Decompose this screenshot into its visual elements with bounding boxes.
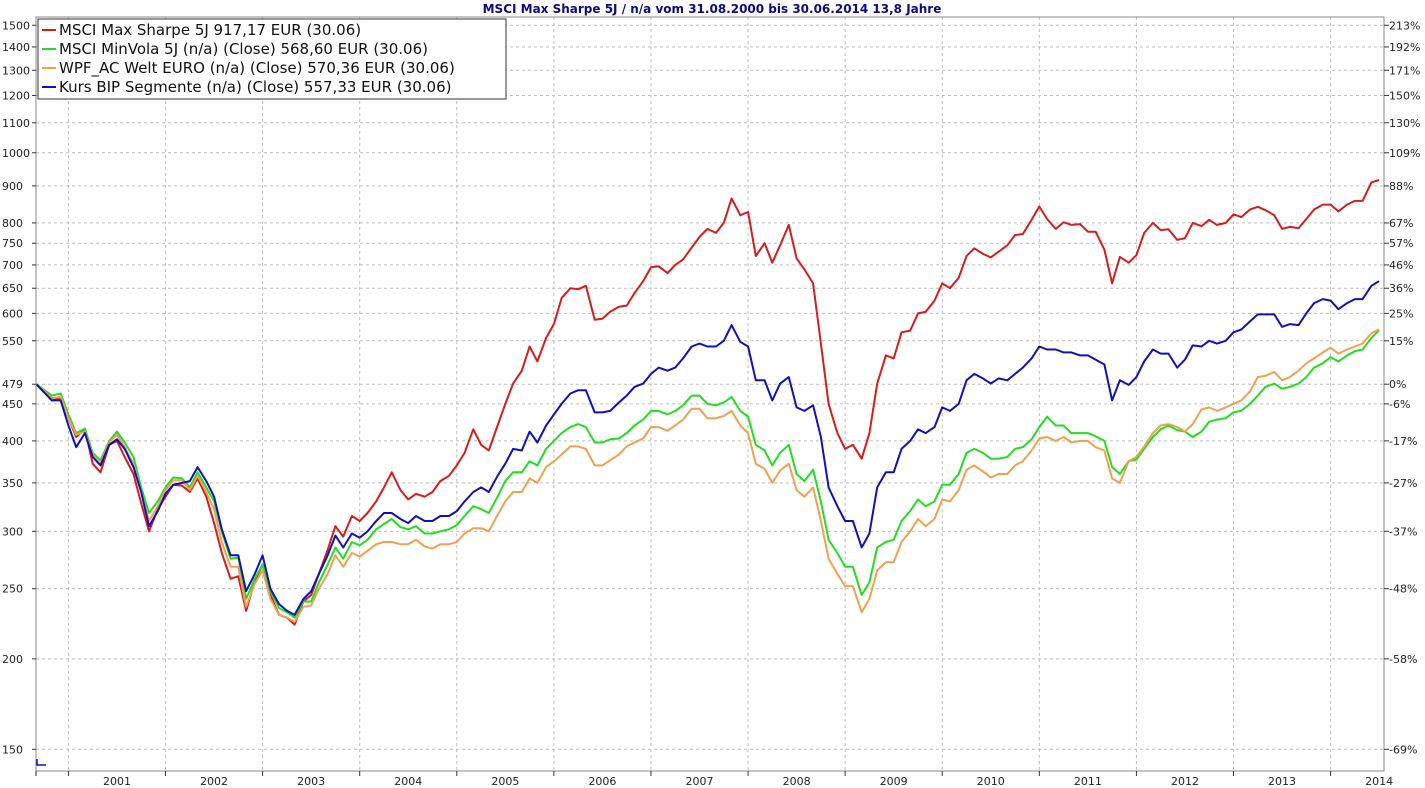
legend-entry: WPF_AC Welt EURO (n/a) (Close) 570,36 EU…: [59, 59, 455, 78]
y-right-tick-label: -58%: [1389, 653, 1417, 666]
x-tick-label: 2001: [103, 775, 131, 788]
legend-entry: Kurs BIP Segmente (n/a) (Close) 557,33 E…: [59, 78, 451, 96]
y-right-tick-label: -17%: [1389, 435, 1417, 448]
y-tick-label: 1100: [2, 117, 30, 130]
y-tick-label: 550: [2, 335, 23, 348]
y-tick-label: 600: [2, 307, 23, 320]
x-tick-label: 2005: [491, 775, 519, 788]
y-tick-label: 300: [2, 525, 23, 538]
y-tick-label: 900: [2, 180, 23, 193]
y-right-tick-label: -27%: [1389, 477, 1417, 490]
x-tick-label: 2004: [394, 775, 422, 788]
x-tick-label: 2013: [1268, 775, 1296, 788]
x-tick-label: 2009: [880, 775, 908, 788]
x-tick-label: 2010: [977, 775, 1005, 788]
y-right-tick-label: 15%: [1389, 335, 1413, 348]
y-right-tick-label: -69%: [1389, 743, 1417, 756]
y-right-tick-label: -48%: [1389, 583, 1417, 596]
y-tick-label: 350: [2, 477, 23, 490]
x-tick-label: 2011: [1074, 775, 1102, 788]
series-line-4: [35, 280, 1380, 616]
y-right-tick-label: 213%: [1389, 19, 1420, 32]
y-right-tick-label: 150%: [1389, 89, 1420, 102]
y-tick-label: 700: [2, 259, 23, 272]
y-tick-label: 650: [2, 282, 23, 295]
y-right-tick-label: 130%: [1389, 117, 1420, 130]
y-right-tick-label: 0%: [1389, 378, 1406, 391]
y-right-tick-label: -6%: [1389, 398, 1410, 411]
y-tick-label: 1000: [2, 147, 30, 160]
y-right-tick-label: 46%: [1389, 259, 1413, 272]
axes: 150 200 250 300 350 400 450 479 550 600 650 700 750 8…: [2, 16, 1420, 788]
y-right-tick-label: 36%: [1389, 282, 1413, 295]
start-marker: [36, 759, 46, 766]
y-tick-label: 400: [2, 435, 23, 448]
y-right-tick-label: 57%: [1389, 237, 1413, 250]
grid: [36, 17, 1384, 771]
plot-frame: [35, 16, 1385, 772]
x-tick-label: 2003: [297, 775, 325, 788]
x-tick-label: 2007: [686, 775, 714, 788]
series-line-2: [35, 329, 1380, 619]
y-tick-label: 250: [2, 583, 23, 596]
x-tick-label: 2012: [1171, 775, 1199, 788]
y-right-tick-label: -37%: [1389, 525, 1417, 538]
x-tick-label: 2006: [588, 775, 616, 788]
legend-box: [37, 18, 507, 100]
y-right-tick-label: 25%: [1389, 307, 1413, 320]
chart-title: MSCI Max Sharpe 5J / n/a vom 31.08.2000 …: [483, 2, 942, 16]
y-tick-label: 1200: [2, 89, 30, 102]
y-right-tick-label: 67%: [1389, 217, 1413, 230]
y-tick-label: 1500: [2, 19, 30, 32]
series-line-3: [35, 328, 1380, 623]
y-tick-label: 479: [2, 378, 23, 391]
y-tick-label: 750: [2, 237, 23, 250]
y-tick-label: 150: [2, 743, 23, 756]
x-tick-label: 2008: [783, 775, 811, 788]
y-tick-label: 200: [2, 653, 23, 666]
series-layer: [35, 179, 1380, 626]
x-tick-label: 2002: [200, 775, 228, 788]
y-right-tick-label: 88%: [1389, 180, 1413, 193]
y-right-tick-label: 171%: [1389, 64, 1420, 77]
x-tick-label: 2014: [1365, 775, 1393, 788]
y-right-tick-label: 109%: [1389, 147, 1420, 160]
y-tick-label: 450: [2, 398, 23, 411]
legend-entry: MSCI Max Sharpe 5J 917,17 EUR (30.06): [59, 21, 361, 39]
legend: MSCI Max Sharpe 5J 917,17 EUR (30.06)MSC…: [37, 18, 507, 100]
y-tick-label: 800: [2, 217, 23, 230]
y-right-tick-label: 192%: [1389, 41, 1420, 54]
y-tick-label: 1300: [2, 64, 30, 77]
legend-entry: MSCI MinVola 5J (n/a) (Close) 568,60 EUR…: [59, 40, 428, 58]
y-tick-label: 1400: [2, 41, 30, 54]
